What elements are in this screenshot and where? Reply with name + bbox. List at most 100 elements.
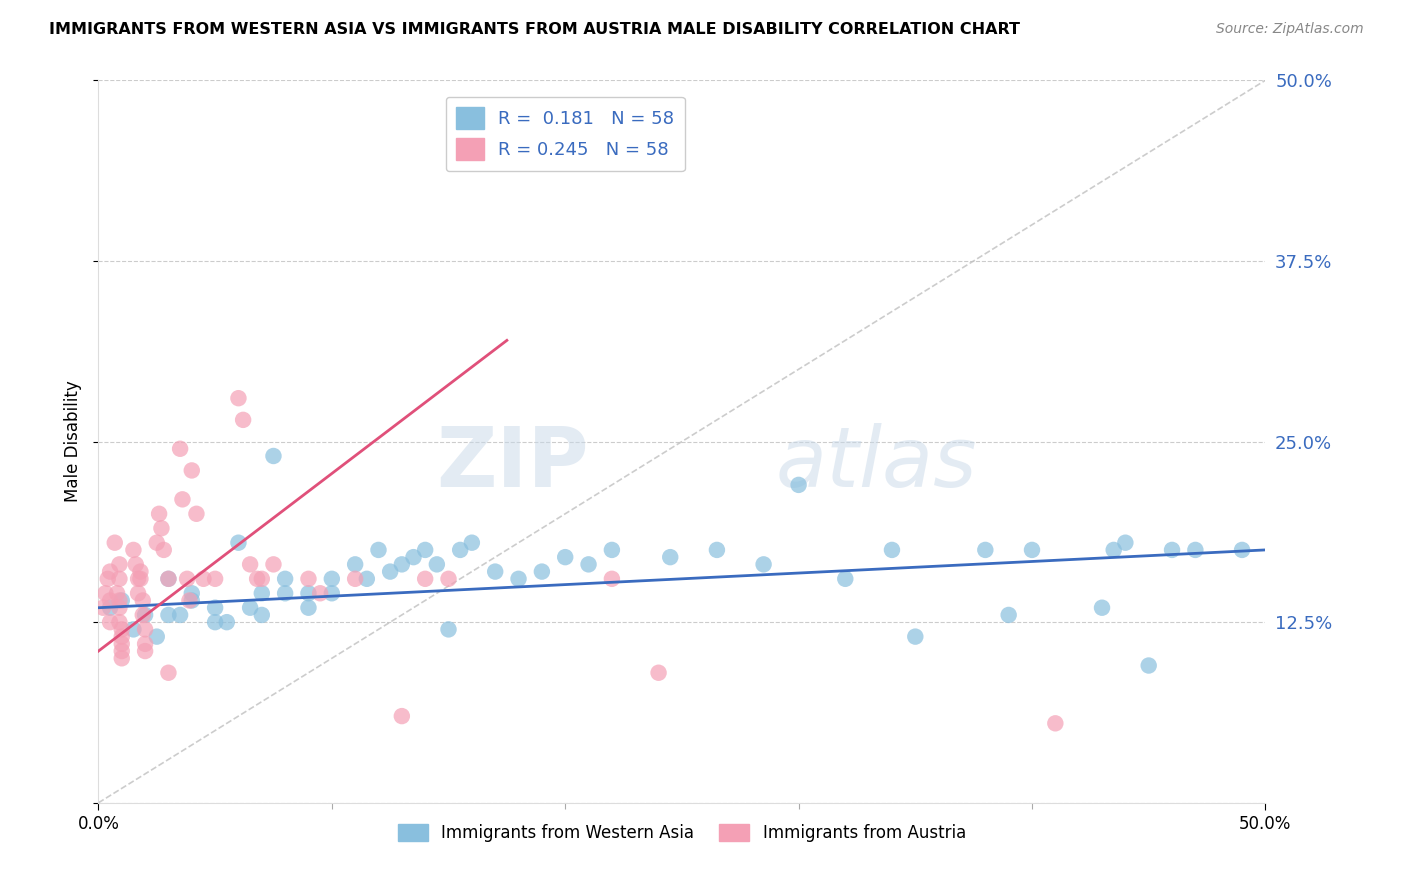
Point (157, 572, 180, 586)
Point (344, 572, 367, 586)
Text: Source: ZipAtlas.com: Source: ZipAtlas.com (1216, 22, 1364, 37)
Point (204, 615, 226, 630)
Point (98, 565, 121, 579)
Point (1230, 542, 1253, 557)
Point (530, 565, 553, 579)
Point (787, 478, 810, 492)
Point (97, 572, 120, 586)
Point (132, 607, 155, 622)
Point (176, 572, 198, 586)
Point (484, 565, 506, 579)
Point (98, 593, 121, 607)
Point (228, 391, 250, 405)
Point (111, 644, 134, 658)
Point (108, 615, 131, 630)
Point (232, 413, 254, 427)
Point (426, 558, 449, 572)
Point (228, 535, 250, 549)
Point (172, 492, 194, 507)
Point (134, 644, 156, 658)
Point (108, 600, 131, 615)
Point (204, 572, 226, 586)
Point (321, 586, 343, 600)
Point (752, 558, 775, 572)
Point (297, 600, 319, 615)
Point (274, 586, 297, 600)
Point (157, 665, 180, 680)
Point (239, 600, 262, 615)
Point (98, 600, 121, 615)
Point (152, 542, 174, 557)
Point (134, 637, 156, 651)
Point (148, 507, 170, 521)
Point (262, 558, 284, 572)
Point (262, 449, 284, 463)
Text: IMMIGRANTS FROM WESTERN ASIA VS IMMIGRANTS FROM AUSTRIA MALE DISABILITY CORRELAT: IMMIGRANTS FROM WESTERN ASIA VS IMMIGRAN… (49, 22, 1021, 37)
Point (129, 565, 152, 579)
Point (1114, 535, 1136, 549)
Point (1161, 542, 1184, 557)
Point (413, 542, 436, 557)
Point (274, 572, 297, 586)
Point (706, 542, 728, 557)
Point (129, 572, 152, 586)
Point (180, 586, 202, 600)
Point (880, 542, 903, 557)
Point (127, 586, 149, 600)
Point (437, 623, 460, 637)
Point (659, 550, 682, 565)
Point (391, 709, 413, 723)
Point (1137, 658, 1160, 673)
Point (105, 586, 128, 600)
Point (578, 558, 600, 572)
Legend: Immigrants from Western Asia, Immigrants from Austria: Immigrants from Western Asia, Immigrants… (391, 817, 973, 848)
Point (344, 558, 367, 572)
Point (413, 572, 436, 586)
Point (127, 572, 149, 586)
Point (94, 586, 117, 600)
Point (449, 542, 471, 557)
Point (250, 607, 273, 622)
Point (461, 535, 484, 549)
Point (157, 607, 180, 622)
Point (157, 572, 180, 586)
Point (600, 572, 623, 586)
Point (600, 542, 623, 557)
Point (122, 542, 145, 557)
Point (1102, 542, 1125, 557)
Point (250, 586, 273, 600)
Point (146, 630, 169, 644)
Point (111, 630, 134, 644)
Text: ZIP: ZIP (436, 423, 589, 504)
Point (169, 442, 191, 456)
Point (134, 623, 156, 637)
Point (104, 535, 127, 549)
Point (169, 607, 191, 622)
Point (108, 572, 131, 586)
Point (180, 593, 202, 607)
Point (380, 565, 402, 579)
Point (402, 550, 425, 565)
Point (647, 665, 669, 680)
Point (204, 600, 226, 615)
Point (391, 558, 413, 572)
Point (134, 607, 156, 622)
Point (356, 572, 378, 586)
Point (1045, 716, 1067, 731)
Point (125, 558, 148, 572)
Point (122, 623, 145, 637)
Point (297, 586, 319, 600)
Point (437, 572, 460, 586)
Point (974, 542, 997, 557)
Point (132, 593, 155, 607)
Point (108, 593, 131, 607)
Point (111, 651, 134, 665)
Point (309, 586, 332, 600)
Point (215, 615, 238, 630)
Text: atlas: atlas (775, 423, 977, 504)
Point (193, 572, 215, 586)
Point (1021, 542, 1043, 557)
Point (150, 521, 173, 535)
Point (111, 637, 134, 651)
Point (1091, 600, 1114, 615)
